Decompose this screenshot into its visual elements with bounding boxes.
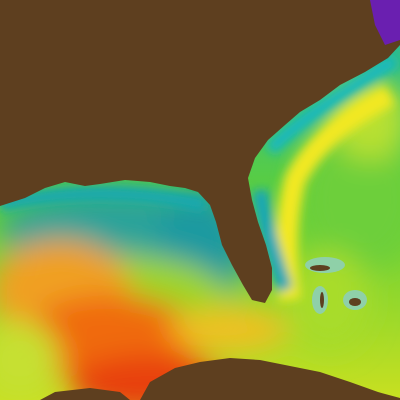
coastal-water [370, 0, 400, 45]
land-usa [0, 0, 400, 303]
land-yucatan [40, 388, 130, 400]
gulf-stream [0, 54, 399, 302]
bahamas [310, 265, 361, 308]
land-cuba [140, 358, 400, 400]
temperature-field [0, 80, 400, 400]
